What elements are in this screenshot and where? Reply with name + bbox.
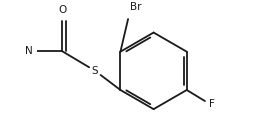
Text: Br: Br — [130, 2, 141, 12]
Text: N: N — [25, 46, 33, 56]
Text: O: O — [58, 5, 66, 15]
Text: F: F — [210, 99, 215, 109]
Text: S: S — [92, 66, 98, 76]
